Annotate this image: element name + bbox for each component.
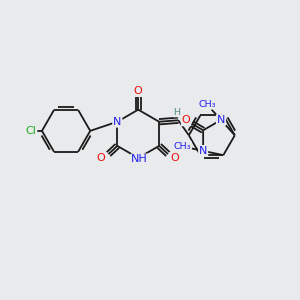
Text: N: N bbox=[113, 117, 122, 127]
Text: CH₃: CH₃ bbox=[198, 100, 216, 109]
Text: O: O bbox=[170, 153, 179, 163]
Text: O: O bbox=[134, 86, 142, 96]
Text: Cl: Cl bbox=[26, 126, 37, 136]
Text: CH₃: CH₃ bbox=[174, 142, 191, 151]
Text: H: H bbox=[173, 107, 180, 116]
Text: NH: NH bbox=[131, 154, 148, 164]
Text: N: N bbox=[217, 115, 225, 125]
Text: O: O bbox=[97, 153, 106, 163]
Text: N: N bbox=[199, 146, 207, 156]
Text: O: O bbox=[182, 116, 190, 125]
